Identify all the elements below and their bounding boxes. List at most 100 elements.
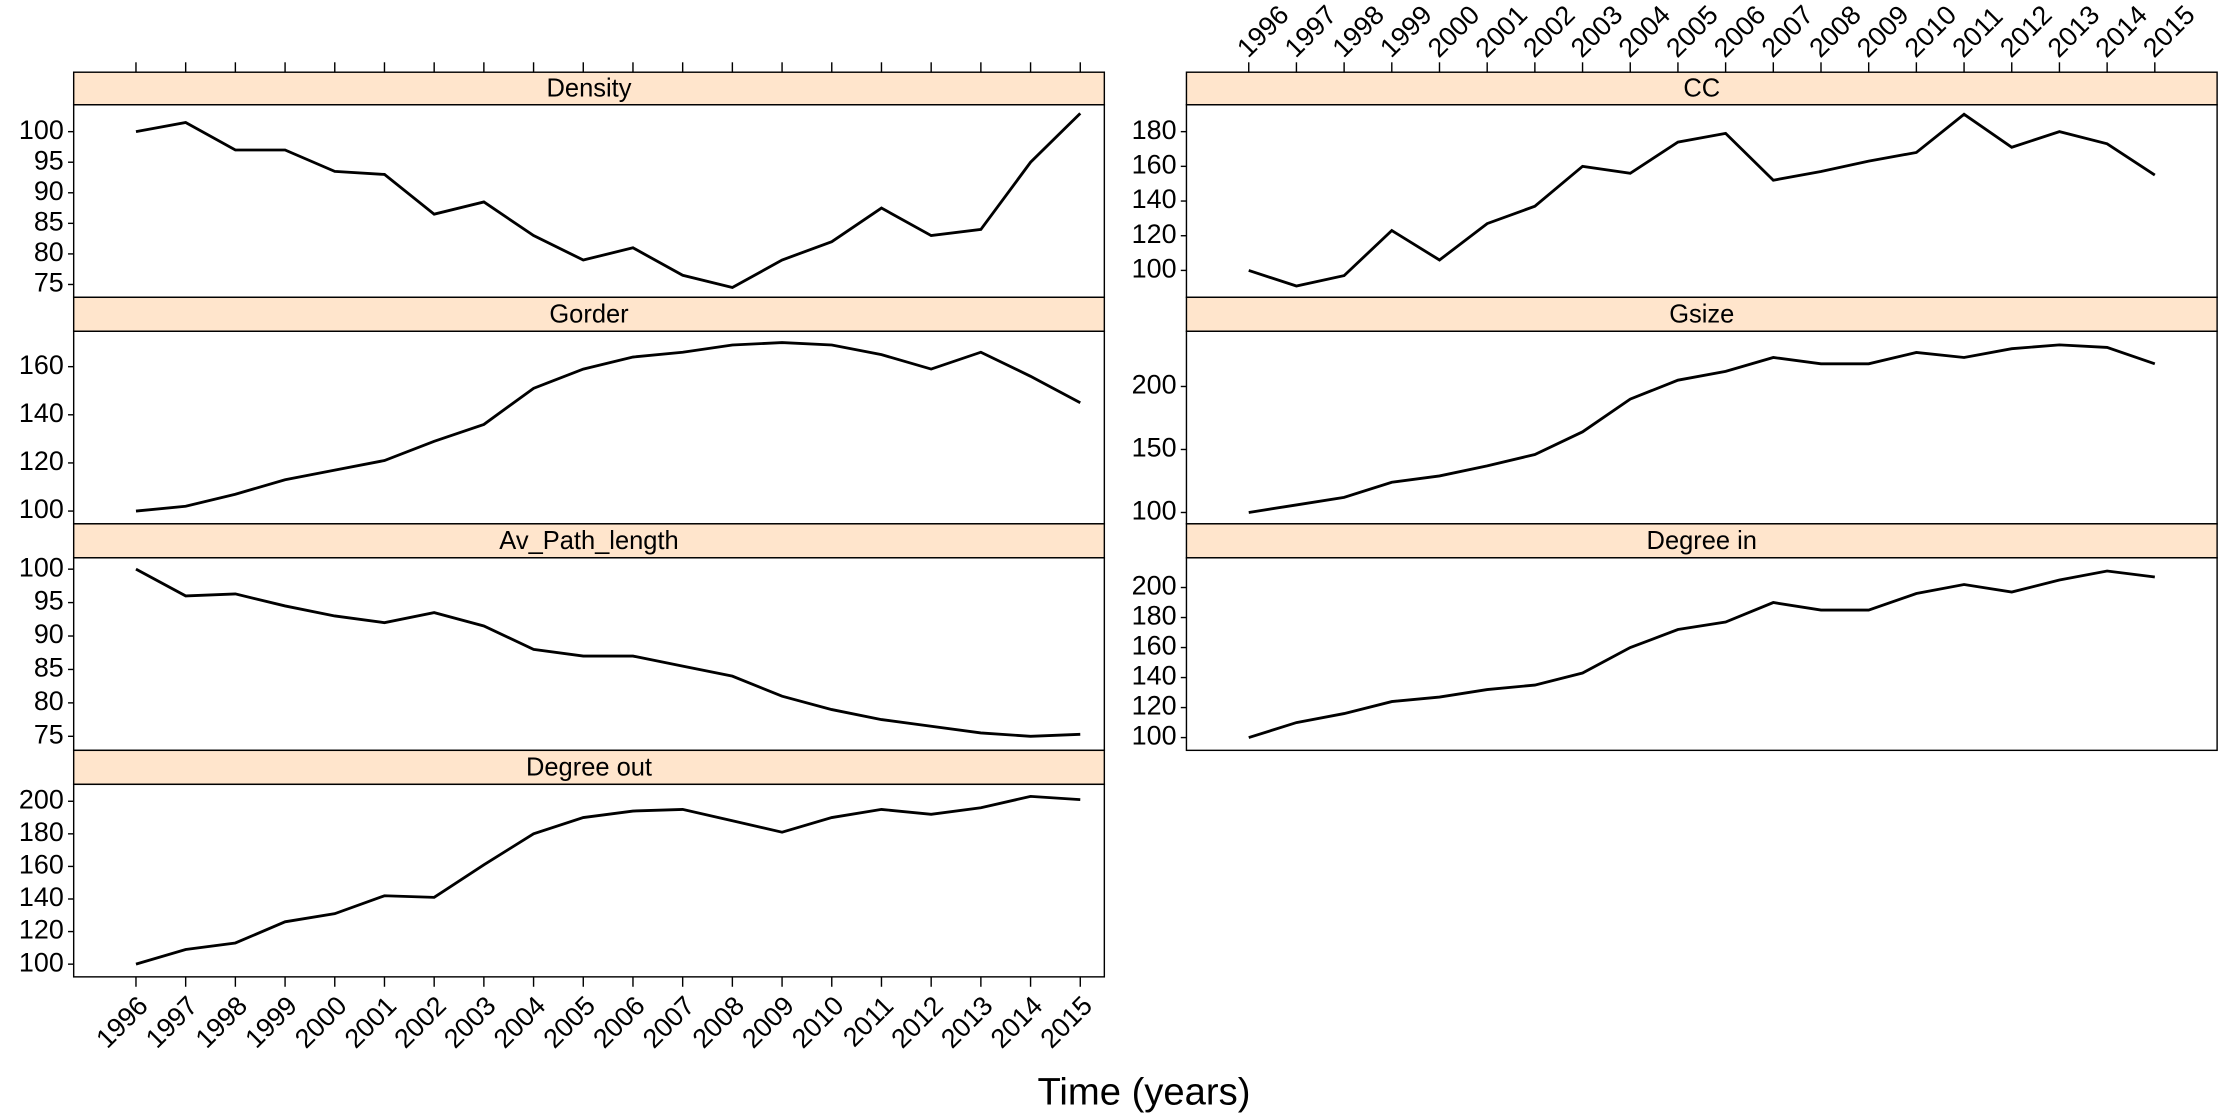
x-tick-label: 2002 bbox=[388, 990, 451, 1053]
y-tick-label: 100 bbox=[19, 494, 64, 524]
x-tick-label: 2012 bbox=[1994, 0, 2057, 63]
y-tick-label: 200 bbox=[1132, 370, 1177, 400]
panel-title: Av_Path_length bbox=[499, 527, 678, 555]
x-tick-label: 2002 bbox=[1517, 0, 1580, 63]
y-tick-label: 200 bbox=[1132, 571, 1177, 601]
x-tick-label: 2007 bbox=[1756, 0, 1819, 63]
data-line bbox=[135, 794, 1081, 966]
x-tick-label: 2003 bbox=[438, 990, 501, 1053]
y-tick-label: 85 bbox=[34, 653, 64, 683]
strip bbox=[72, 749, 1106, 786]
panel bbox=[72, 783, 1106, 978]
x-tick-label: 1999 bbox=[1374, 0, 1437, 63]
x-tick-label: 2015 bbox=[1035, 990, 1098, 1053]
y-tick-label: 75 bbox=[34, 268, 64, 298]
x-tick-label: 2010 bbox=[1899, 0, 1962, 63]
panel-title: Gsize bbox=[1669, 300, 1734, 328]
x-tick-label: 2009 bbox=[736, 990, 799, 1053]
x-tick-label: 2013 bbox=[2042, 0, 2105, 63]
y-tick-label: 160 bbox=[19, 350, 64, 380]
y-tick-label: 180 bbox=[1132, 115, 1177, 145]
x-tick-label: 2003 bbox=[1565, 0, 1628, 63]
y-tick-label: 150 bbox=[1132, 433, 1177, 463]
panel bbox=[1185, 330, 2218, 525]
y-tick-label: 140 bbox=[19, 882, 64, 912]
data-line bbox=[1248, 343, 2156, 514]
y-tick-label: 100 bbox=[1132, 254, 1177, 284]
y-tick-label: 100 bbox=[19, 552, 64, 582]
y-tick-label: 160 bbox=[19, 850, 64, 880]
y-tick-label: 120 bbox=[19, 915, 64, 945]
x-tick-label: 1998 bbox=[1327, 0, 1390, 63]
strip bbox=[1185, 296, 2218, 332]
x-tick-label: 2014 bbox=[985, 990, 1049, 1054]
y-tick-label: 75 bbox=[34, 719, 64, 749]
y-tick-label: 95 bbox=[34, 586, 64, 616]
strip bbox=[72, 523, 1106, 559]
x-tick-label: 2010 bbox=[786, 990, 849, 1053]
panel bbox=[72, 557, 1106, 752]
y-tick-label: 180 bbox=[19, 817, 64, 847]
data-line bbox=[135, 112, 1082, 290]
data-line bbox=[135, 567, 1081, 738]
y-tick-label: 140 bbox=[1132, 184, 1177, 214]
panel-title: Degree out bbox=[526, 753, 652, 781]
x-tick-label: 2004 bbox=[488, 990, 552, 1054]
y-tick-label: 200 bbox=[19, 784, 64, 814]
x-tick-label: 2011 bbox=[1946, 1, 2008, 63]
x-tick-label: 2005 bbox=[1660, 0, 1723, 63]
x-tick-label: 1999 bbox=[239, 990, 302, 1053]
x-tick-label: 2008 bbox=[687, 990, 750, 1053]
x-tick-label: 2000 bbox=[289, 990, 352, 1053]
y-tick-label: 160 bbox=[1132, 631, 1177, 661]
x-tick-label: 2006 bbox=[587, 990, 650, 1053]
x-tick-label: 2006 bbox=[1708, 0, 1771, 63]
x-tick-label: 1998 bbox=[190, 990, 253, 1053]
y-tick-label: 100 bbox=[19, 115, 64, 145]
panel-title: CC bbox=[1683, 75, 1720, 103]
x-tick-label: 2000 bbox=[1422, 0, 1485, 63]
panel bbox=[1185, 557, 2218, 752]
x-axis-title: Time (years) bbox=[1037, 1070, 1250, 1113]
x-tick-label: 2013 bbox=[935, 990, 998, 1053]
y-tick-label: 90 bbox=[34, 176, 64, 206]
y-tick-label: 120 bbox=[1132, 691, 1177, 721]
x-tick-label: 1996 bbox=[90, 990, 153, 1053]
y-tick-label: 140 bbox=[1132, 661, 1177, 691]
data-line bbox=[1248, 112, 2156, 288]
y-tick-label: 80 bbox=[34, 686, 64, 716]
y-tick-label: 120 bbox=[19, 446, 64, 476]
x-tick-label: 2012 bbox=[885, 990, 948, 1053]
x-tick-label: 2015 bbox=[2137, 0, 2200, 63]
data-line bbox=[1248, 569, 2155, 739]
y-tick-label: 100 bbox=[19, 947, 64, 977]
y-tick-label: 95 bbox=[34, 145, 64, 175]
y-tick-label: 140 bbox=[19, 398, 64, 428]
strip bbox=[72, 296, 1106, 332]
x-tick-label: 2011 bbox=[837, 990, 899, 1052]
strip bbox=[1185, 71, 2218, 106]
x-tick-label: 2009 bbox=[1851, 0, 1914, 63]
panel-title: Density bbox=[547, 75, 632, 103]
x-tick-label: 1996 bbox=[1231, 0, 1294, 63]
data-line bbox=[135, 341, 1081, 513]
x-tick-label: 2007 bbox=[637, 990, 700, 1053]
y-tick-label: 80 bbox=[34, 237, 64, 267]
y-tick-label: 100 bbox=[1132, 721, 1177, 751]
y-tick-label: 160 bbox=[1132, 149, 1177, 179]
x-tick-label: 2001 bbox=[1470, 0, 1533, 63]
strip bbox=[72, 71, 1106, 106]
y-tick-label: 90 bbox=[34, 619, 64, 649]
x-tick-label: 2014 bbox=[2090, 0, 2154, 63]
x-tick-label: 1997 bbox=[140, 990, 203, 1053]
x-tick-label: 2008 bbox=[1803, 0, 1866, 63]
x-tick-label: 2004 bbox=[1613, 0, 1677, 63]
x-tick-label: 2001 bbox=[339, 990, 402, 1053]
y-tick-label: 85 bbox=[34, 206, 64, 236]
x-tick-label: 1997 bbox=[1279, 0, 1342, 63]
strip bbox=[1185, 523, 2218, 559]
x-tick-label: 2005 bbox=[538, 990, 601, 1053]
y-tick-label: 100 bbox=[1132, 496, 1177, 526]
